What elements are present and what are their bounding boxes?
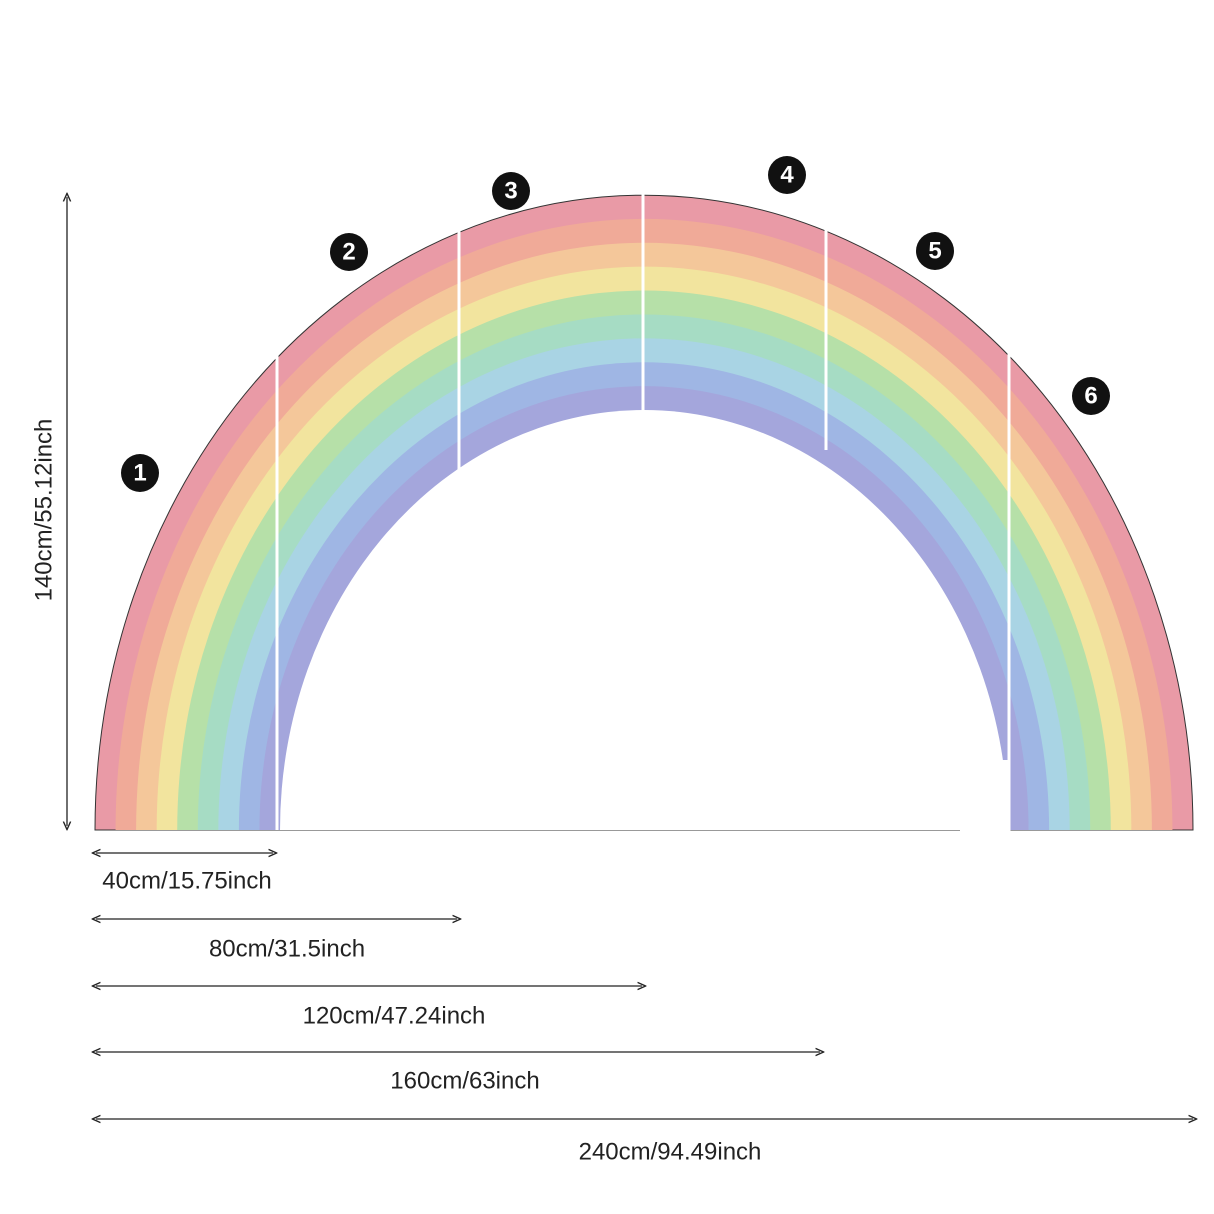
panel-number: 6 [1084,382,1097,409]
panel-number: 4 [780,161,794,188]
panel-number: 1 [133,459,146,486]
rainbow [94,194,1194,831]
panel-separators [275,190,1011,840]
cutout [960,760,1010,840]
rainbow-inner [280,410,1008,830]
panel-number: 5 [928,237,941,264]
width-label: 120cm/47.24inch [303,1002,486,1029]
width-label: 240cm/94.49inch [579,1138,762,1165]
width-label: 80cm/31.5inch [209,935,365,962]
panel-number: 3 [504,177,517,204]
width-label: 40cm/15.75inch [102,867,271,894]
width-label: 160cm/63inch [390,1067,539,1094]
panel-badges: 1 2 3 4 5 6 [121,156,1110,492]
panel-number: 2 [342,238,355,265]
height-label: 140cm/55.12inch [30,419,57,602]
